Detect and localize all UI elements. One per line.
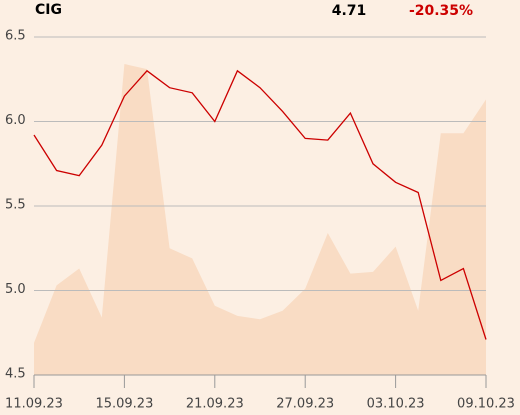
x-tick-label: 21.09.23 <box>186 397 244 412</box>
price-line <box>33 69 487 340</box>
y-tick-label: 6.5 <box>5 29 26 44</box>
grid-layer <box>33 36 487 388</box>
line-layer <box>33 69 487 340</box>
symbol: CIG <box>35 2 62 18</box>
y-tick-label: 5.5 <box>5 198 26 213</box>
x-tick-label: 03.10.23 <box>367 397 425 412</box>
y-tick-label: 6.0 <box>5 113 26 128</box>
x-tick-label: 11.09.23 <box>5 397 63 412</box>
x-tick-label: 15.09.23 <box>95 397 153 412</box>
volume-area <box>34 64 486 375</box>
x-tick-label: 27.09.23 <box>276 397 334 412</box>
y-tick-label: 5.0 <box>5 282 26 297</box>
x-tick-label: 09.10.23 <box>457 397 515 412</box>
area-layer <box>34 64 486 375</box>
price: 4.71 <box>332 3 367 19</box>
change: -20.35% <box>409 3 473 19</box>
y-tick-label: 4.5 <box>5 367 26 382</box>
